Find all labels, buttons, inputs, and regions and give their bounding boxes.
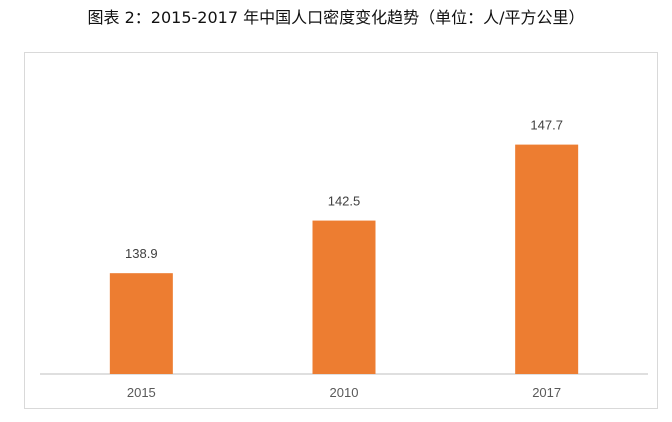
data-label-2010: 142.5 — [328, 194, 361, 209]
x-tick-label-2017: 2017 — [532, 385, 561, 400]
bar-2010 — [312, 220, 376, 374]
bar-2017 — [515, 144, 579, 374]
chart-title: 图表 2：2015-2017 年中国人口密度变化趋势（单位：人/平方公里） — [87, 8, 585, 27]
data-label-2017: 147.7 — [530, 118, 563, 133]
x-tick-label-2015: 2015 — [127, 385, 156, 400]
bar-2015 — [109, 273, 173, 374]
data-label-2015: 138.9 — [125, 246, 158, 261]
x-tick-label-2010: 2010 — [330, 385, 359, 400]
